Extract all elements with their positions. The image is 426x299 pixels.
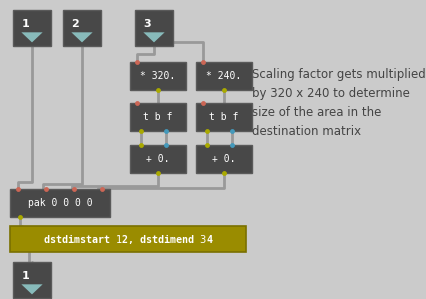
FancyBboxPatch shape xyxy=(13,262,51,298)
FancyBboxPatch shape xyxy=(10,226,246,252)
FancyBboxPatch shape xyxy=(196,62,252,90)
Text: 3: 3 xyxy=(143,19,151,29)
Text: 2: 2 xyxy=(71,19,79,29)
Text: t b f: t b f xyxy=(209,112,239,122)
Polygon shape xyxy=(72,32,92,42)
Text: + 0.: + 0. xyxy=(212,154,236,164)
Text: dstdimstart $1 $2, dstdimend $3 $4: dstdimstart $1 $2, dstdimend $3 $4 xyxy=(43,232,213,246)
Polygon shape xyxy=(21,284,43,295)
Text: + 0.: + 0. xyxy=(146,154,170,164)
Text: t b f: t b f xyxy=(143,112,173,122)
Polygon shape xyxy=(21,32,43,42)
Text: 1: 1 xyxy=(21,19,29,29)
FancyBboxPatch shape xyxy=(135,10,173,46)
Text: Scaling factor gets multiplied
by 320 x 240 to determine
size of the area in the: Scaling factor gets multiplied by 320 x … xyxy=(252,68,426,138)
FancyBboxPatch shape xyxy=(130,103,186,131)
Text: * 240.: * 240. xyxy=(206,71,242,81)
FancyBboxPatch shape xyxy=(63,10,101,46)
Text: * 320.: * 320. xyxy=(141,71,176,81)
FancyBboxPatch shape xyxy=(10,189,110,217)
FancyBboxPatch shape xyxy=(196,145,252,173)
FancyBboxPatch shape xyxy=(13,10,51,46)
FancyBboxPatch shape xyxy=(130,62,186,90)
Text: pak 0 0 0 0: pak 0 0 0 0 xyxy=(28,198,92,208)
FancyBboxPatch shape xyxy=(196,103,252,131)
Polygon shape xyxy=(144,32,164,42)
FancyBboxPatch shape xyxy=(130,145,186,173)
Text: 1: 1 xyxy=(21,271,29,281)
